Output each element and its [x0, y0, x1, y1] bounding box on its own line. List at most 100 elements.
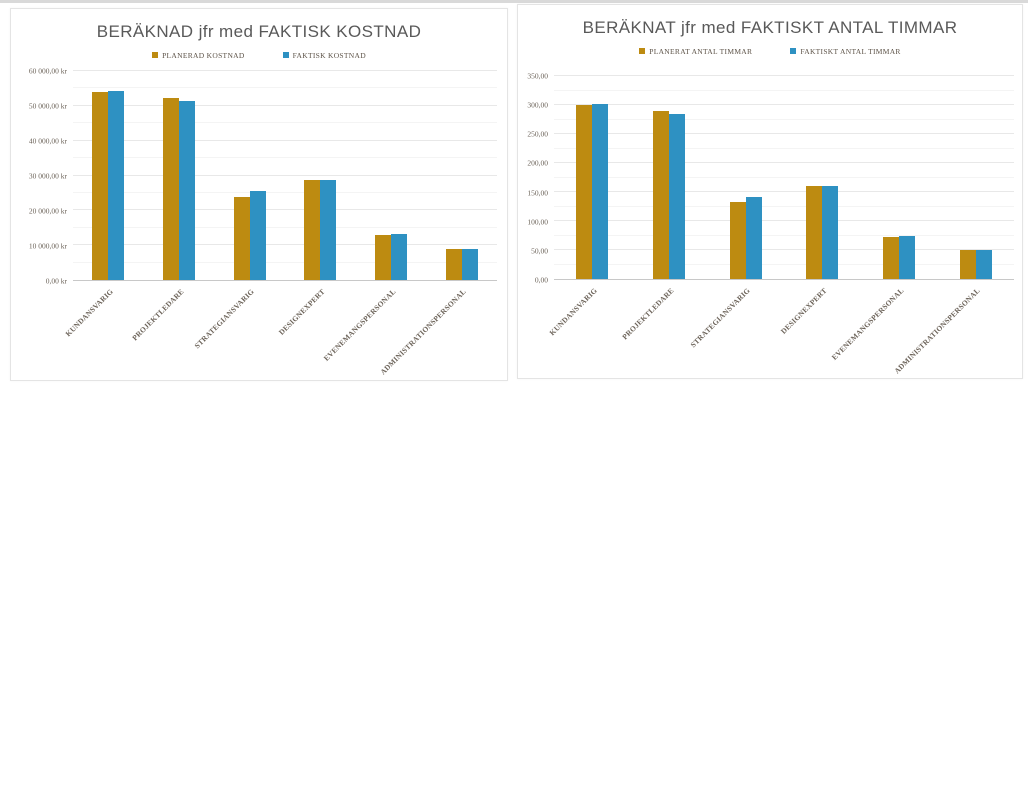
gridline [73, 122, 497, 124]
gridline [73, 157, 497, 159]
bar[interactable] [653, 110, 669, 279]
category-group [937, 76, 1014, 279]
gridline [554, 234, 1014, 236]
bar[interactable] [669, 113, 685, 279]
actual-series-marker [790, 48, 797, 54]
bar[interactable] [320, 179, 337, 280]
bar[interactable] [304, 179, 321, 280]
bar[interactable] [179, 101, 195, 280]
y-tick-label: 50 000,00 kr [28, 101, 67, 111]
gridline [554, 75, 1014, 76]
actual-series-marker [282, 52, 289, 58]
gridline [554, 133, 1014, 134]
gridline [73, 209, 497, 211]
gridline [73, 87, 497, 89]
bar[interactable] [108, 90, 125, 280]
bar[interactable] [576, 105, 593, 279]
bar[interactable] [233, 197, 250, 280]
bar[interactable] [959, 250, 976, 279]
gridline [554, 176, 1014, 178]
x-tick-label: EVENEMANGSPERSONAL [321, 287, 398, 363]
category-group [707, 76, 784, 279]
y-tick-label: 40 000,00 kr [28, 136, 67, 146]
gridline [73, 244, 497, 246]
cost-chart-legend: PLANERAD KOSTNAD FAKTISK KOSTNAD [11, 49, 507, 61]
bar[interactable] [883, 237, 900, 279]
gridline [554, 104, 1014, 105]
y-tick-label: 50,00 [531, 246, 548, 256]
bar[interactable] [729, 202, 746, 279]
hours-plot: 350,00 300,00 250,00 200,00 150,00 100,00 50,0… [518, 72, 1014, 375]
gridline [554, 220, 1014, 221]
gridline [73, 139, 497, 141]
category-group [861, 76, 938, 279]
category-group [631, 76, 708, 279]
cost-chart-panel[interactable]: BERÄKNAD jfr med FAKTISK KOSTNAD PLANERA… [10, 8, 508, 381]
bar[interactable] [163, 98, 179, 280]
gridline [554, 162, 1014, 163]
x-tick-label: STRATEGIANSVARIG [192, 287, 257, 351]
y-tick-label: 60 000,00 kr [28, 66, 67, 76]
bars [73, 71, 497, 280]
bar[interactable] [461, 248, 478, 280]
gridline [554, 191, 1014, 192]
y-tick-label: 10 000,00 kr [28, 241, 67, 251]
category-group [784, 76, 861, 279]
x-tick-label: EVENEMANGSPERSONAL [829, 286, 906, 362]
y-axis-labels: 60 000,00 kr 50 000,00 kr 40 000,00 kr 30 0… [11, 67, 73, 286]
hours-chart-title: BERÄKNAT jfr med FAKTISKT ANTAL TIMMAR [582, 18, 958, 37]
x-tick-label: PROJEKTLEDARE [130, 287, 186, 343]
legend-item-planned-hours[interactable]: PLANERAT ANTAL TIMMAR [639, 47, 752, 56]
y-tick-label: 150,00 [527, 188, 548, 198]
x-tick-label: ADMINISTRATIONSPERSONAL [892, 286, 983, 376]
bar[interactable] [445, 248, 462, 280]
legend-item-planned-cost[interactable]: PLANERAD KOSTNAD [152, 51, 245, 60]
gridline [73, 70, 497, 71]
bar[interactable] [899, 236, 916, 279]
bar[interactable] [92, 91, 109, 280]
bar[interactable] [822, 186, 839, 279]
gridline [73, 226, 497, 228]
bar[interactable] [745, 196, 762, 279]
plot-area: KUNDANSVARIG PROJEKTLEDARE STRATEGIANSVARI… [63, 70, 497, 376]
planned-series-marker [152, 52, 159, 58]
y-tick-label: 0,00 [534, 275, 548, 285]
legend-label: PLANERAT ANTAL TIMMAR [649, 46, 753, 56]
bar[interactable] [249, 190, 266, 280]
bars [554, 76, 1014, 279]
legend-item-actual-hours[interactable]: FAKTISKT ANTAL TIMMAR [790, 47, 900, 56]
x-tick-label: DESIGNEXPERT [778, 286, 829, 336]
x-tick-label: STRATEGIANSVARIG [688, 286, 753, 350]
category-group [356, 71, 427, 280]
bar[interactable] [375, 234, 392, 280]
hours-chart-panel[interactable]: BERÄKNAT jfr med FAKTISKT ANTAL TIMMAR P… [517, 4, 1023, 379]
gridline [554, 118, 1014, 120]
y-tick-label: 350,00 [527, 71, 548, 81]
gridline [554, 205, 1014, 207]
gridline [73, 174, 497, 176]
gridline [554, 249, 1014, 250]
category-group [285, 71, 356, 280]
x-tick-label: ADMINISTRATIONSPERSONAL [378, 287, 469, 377]
y-tick-label: 300,00 [527, 100, 548, 110]
x-axis-labels: KUNDANSVARIG PROJEKTLEDARE STRATEGIANSVARI… [63, 280, 497, 377]
gridline [554, 147, 1014, 149]
x-tick-label: KUNDANSVARIG [63, 287, 115, 339]
y-axis-labels: 350,00 300,00 250,00 200,00 150,00 100,00 50,0… [518, 72, 554, 285]
cost-plot: 60 000,00 kr 50 000,00 kr 40 000,00 kr 30 0… [11, 67, 497, 376]
x-axis-labels: KUNDANSVARIG PROJEKTLEDARE STRATEGIANSVARI… [547, 279, 1014, 376]
bar[interactable] [975, 250, 992, 279]
y-tick-label: 100,00 [527, 217, 548, 227]
bar[interactable] [391, 233, 408, 280]
gridline [73, 104, 497, 106]
legend-item-actual-cost[interactable]: FAKTISK KOSTNAD [282, 51, 366, 60]
planned-series-marker [639, 48, 646, 54]
gridline [554, 89, 1014, 91]
gridline [554, 263, 1014, 265]
gridline [73, 191, 497, 193]
gridline [73, 261, 497, 263]
bar[interactable] [592, 103, 609, 279]
y-tick-label: 250,00 [527, 129, 548, 139]
bar[interactable] [806, 186, 823, 279]
y-tick-label: 20 000,00 kr [28, 206, 67, 216]
